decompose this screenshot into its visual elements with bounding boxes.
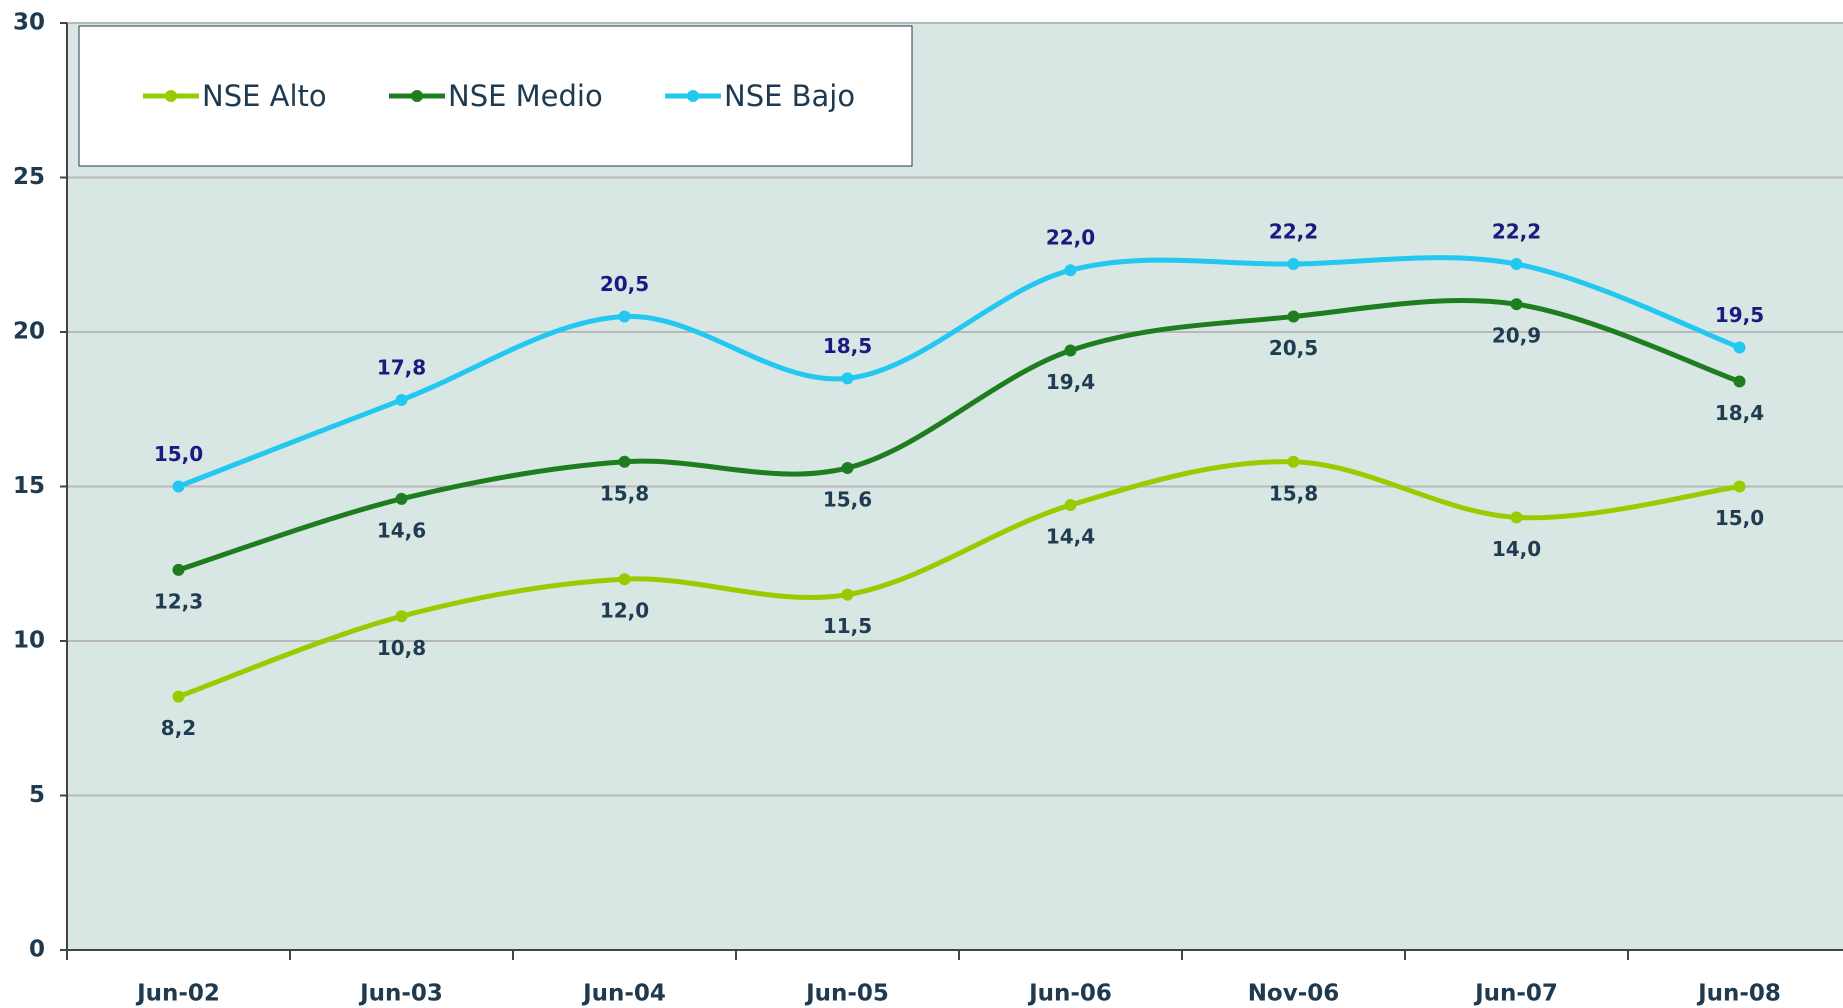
- grid: 0 5 10 15 20 25 30 Jun-02 Jun-03 Jun-04 Jun-05 Jun-…: [13, 10, 1843, 1007]
- data-label: 20,5: [1269, 336, 1318, 360]
- data-label: 22,2: [1492, 220, 1541, 244]
- series-lines: [172, 255, 1746, 703]
- data-label: 15,8: [600, 481, 649, 505]
- legend-marker: [687, 90, 699, 102]
- y-tick-label: 15: [13, 473, 45, 499]
- y-tick-label: 20: [13, 319, 45, 345]
- data-label: 20,9: [1492, 324, 1541, 348]
- series-line: [177, 459, 1740, 699]
- data-point: [1733, 375, 1746, 388]
- data-point: [172, 563, 185, 576]
- data-point: [618, 310, 631, 323]
- data-label: 15,6: [823, 487, 872, 511]
- data-point: [395, 610, 408, 623]
- legend: NSE Alto NSE Medio NSE Bajo: [143, 79, 855, 113]
- x-tick-label: Jun-02: [135, 981, 220, 1007]
- data-label: 14,6: [377, 518, 426, 542]
- data-label: 15,0: [1715, 506, 1764, 530]
- data-label: 12,3: [154, 589, 203, 613]
- data-point: [1510, 258, 1523, 271]
- x-tick-label: Nov-06: [1248, 981, 1340, 1007]
- data-label: 22,0: [1046, 226, 1095, 250]
- x-tick-label: Jun-08: [1696, 981, 1781, 1007]
- x-tick-label: Jun-07: [1473, 981, 1558, 1007]
- data-point: [618, 573, 631, 586]
- data-point: [841, 588, 854, 601]
- data-label: 8,2: [161, 716, 196, 740]
- legend-marker: [165, 90, 177, 102]
- series-line: [177, 255, 1741, 489]
- y-tick-label: 5: [29, 782, 45, 808]
- data-point: [395, 492, 408, 505]
- y-tick-label: 25: [13, 164, 45, 190]
- y-tick-label: 30: [13, 10, 45, 36]
- data-label: 19,5: [1715, 303, 1764, 327]
- data-point: [841, 461, 854, 474]
- data-label: 12,0: [600, 599, 649, 623]
- data-point: [841, 372, 854, 385]
- data-point: [1064, 499, 1077, 512]
- data-point: [1733, 341, 1746, 354]
- legend-marker: [411, 90, 423, 102]
- y-tick-label: 10: [13, 628, 45, 654]
- legend-label: NSE Alto: [202, 79, 327, 113]
- data-point: [172, 690, 185, 703]
- x-tick-label: Jun-06: [1027, 981, 1112, 1007]
- data-label: 20,5: [600, 272, 649, 296]
- data-label: 19,4: [1046, 370, 1095, 394]
- data-point: [1287, 310, 1300, 323]
- data-label: 15,8: [1269, 481, 1318, 505]
- data-point: [395, 393, 408, 406]
- data-point: [1510, 511, 1523, 524]
- data-point: [1287, 258, 1300, 271]
- data-point: [1064, 264, 1077, 277]
- data-label: 18,5: [823, 334, 872, 358]
- data-point: [1064, 344, 1077, 357]
- series-line: [177, 297, 1741, 573]
- data-label: 17,8: [377, 355, 426, 379]
- legend-label: NSE Bajo: [724, 79, 855, 113]
- data-point: [1733, 480, 1746, 493]
- data-label: 11,5: [823, 614, 872, 638]
- data-label: 14,4: [1046, 525, 1095, 549]
- data-point: [172, 480, 185, 493]
- data-label: 14,0: [1492, 537, 1541, 561]
- data-point: [1287, 455, 1300, 468]
- data-label: 22,2: [1269, 220, 1318, 244]
- data-point: [1510, 298, 1523, 311]
- data-point: [618, 455, 631, 468]
- data-label: 15,0: [154, 442, 203, 466]
- labels: 8,2 10,8 12,0 11,5 14,4 15,8 14,0 15,0 12,3 14,6 1…: [154, 220, 1764, 741]
- x-tick-label: Jun-04: [581, 981, 666, 1007]
- x-tick-label: Jun-03: [358, 981, 443, 1007]
- legend-label: NSE Medio: [448, 79, 603, 113]
- data-label: 18,4: [1715, 401, 1764, 425]
- x-tick-label: Jun-05: [804, 981, 889, 1007]
- data-label: 10,8: [377, 636, 426, 660]
- y-tick-label: 0: [29, 937, 45, 963]
- legend-box: [78, 25, 913, 167]
